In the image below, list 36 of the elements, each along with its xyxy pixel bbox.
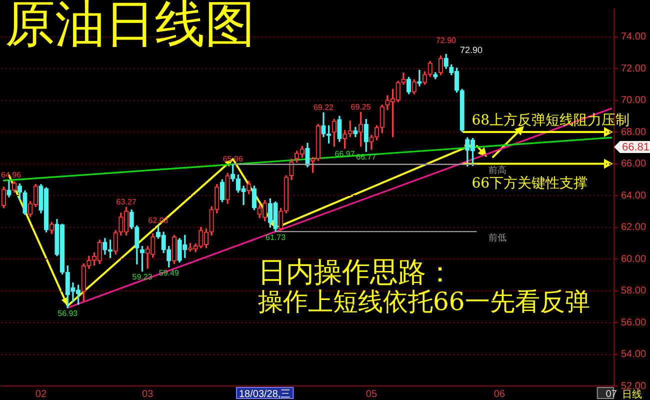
ref-line-label: 前低: [488, 232, 507, 244]
annotation: 72.90: [436, 36, 457, 46]
x-tick-label: 05: [366, 388, 378, 400]
x-tick-label: 07: [606, 388, 618, 400]
x-tick-label: 02: [35, 388, 47, 400]
candlestick: [417, 70, 422, 86]
y-tick-label: 58.00: [621, 286, 646, 297]
y-tick-label: 66.00: [621, 158, 646, 170]
y-tick-label: 72.00: [621, 63, 646, 74]
annotation: 日内操作思路：: [258, 255, 454, 288]
text: 日线: [622, 388, 642, 400]
ref-line-label: 66下方关键性支撑: [472, 175, 588, 192]
y-tick-label: 68.00: [621, 126, 646, 138]
y-tick-label: 70.00: [621, 95, 646, 106]
y-tick-label: 56.00: [621, 317, 646, 328]
annotation: 65.96: [222, 154, 244, 164]
y-tick-label: 74.00: [621, 32, 646, 43]
annotation: 72.90: [460, 44, 483, 55]
annotation: 64.96: [0, 170, 22, 180]
annotation: 69.25: [350, 102, 372, 112]
ref-line-label: 前高: [488, 165, 507, 176]
annotation: 56.93: [58, 308, 78, 318]
annotation: 63.27: [116, 197, 137, 206]
x-tick-label: 06: [494, 388, 506, 400]
annotation: 59.23: [132, 272, 153, 282]
x-tick-label: 03: [142, 388, 154, 400]
annotation: 61.73: [266, 232, 286, 242]
x-tick-label: 18/03/28,三: [238, 388, 291, 400]
annotation: 69.22: [313, 102, 334, 112]
y-tick-label: 60.00: [621, 254, 646, 265]
y-tick-label: 62.00: [621, 222, 646, 234]
y-tick-label: 54.00: [621, 349, 646, 360]
annotation: 66.77: [356, 152, 377, 162]
annotation: 操作上短线依托66一先看反弹: [258, 287, 590, 316]
y-tick-label: 64.00: [621, 190, 646, 202]
text: 66.81: [622, 142, 650, 154]
